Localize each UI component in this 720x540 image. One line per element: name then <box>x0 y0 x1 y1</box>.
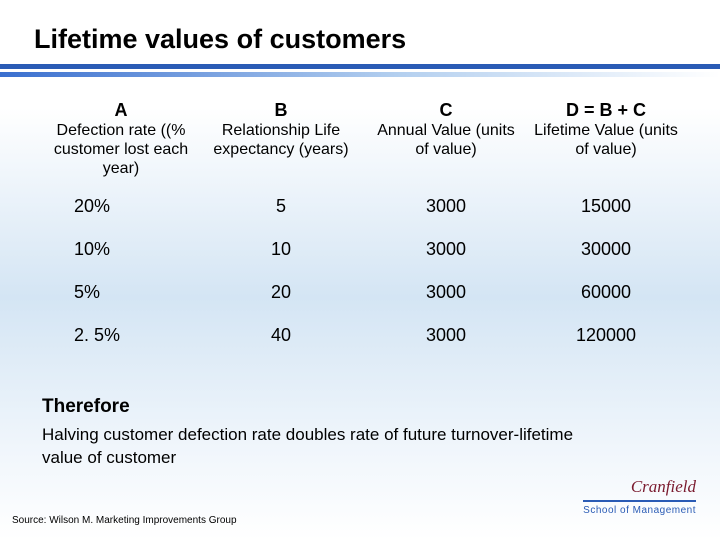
col-header-a: A Defection rate ((% customer lost each … <box>46 100 196 178</box>
cell: 3000 <box>366 196 526 217</box>
source-caption: Source: Wilson M. Marketing Improvements… <box>12 515 237 526</box>
cell: 3000 <box>366 282 526 303</box>
col-sub: Lifetime Value (units of value) <box>526 121 686 159</box>
cell: 5% <box>46 282 196 303</box>
cell: 3000 <box>366 239 526 260</box>
col-letter: A <box>46 100 196 121</box>
logo-sub-text: School of Management <box>583 500 696 516</box>
table-row: 10% 10 3000 30000 <box>46 239 686 260</box>
table-header-row: A Defection rate ((% customer lost each … <box>46 100 686 178</box>
conclusion-text: Halving customer defection rate doubles … <box>42 424 602 470</box>
table-row: 5% 20 3000 60000 <box>46 282 686 303</box>
cell: 120000 <box>526 325 686 346</box>
cell: 2. 5% <box>46 325 196 346</box>
table-row: 20% 5 3000 15000 <box>46 196 686 217</box>
cell: 20% <box>46 196 196 217</box>
cell: 40 <box>196 325 366 346</box>
logo-main-text: Cranfield <box>583 477 696 497</box>
table-row: 2. 5% 40 3000 120000 <box>46 325 686 346</box>
col-sub: Defection rate ((% customer lost each ye… <box>46 121 196 179</box>
cell: 10 <box>196 239 366 260</box>
cell: 3000 <box>366 325 526 346</box>
col-letter: C <box>366 100 526 121</box>
col-header-c: C Annual Value (units of value) <box>366 100 526 159</box>
title-rule <box>0 64 720 77</box>
col-header-b: B Relationship Life expectancy (years) <box>196 100 366 159</box>
therefore-label: Therefore <box>42 396 130 418</box>
cell: 5 <box>196 196 366 217</box>
cell: 10% <box>46 239 196 260</box>
cell: 30000 <box>526 239 686 260</box>
org-logo: Cranfield School of Management <box>583 477 696 516</box>
col-letter: D = B + C <box>526 100 686 121</box>
col-header-d: D = B + C Lifetime Value (units of value… <box>526 100 686 159</box>
slide-title: Lifetime values of customers <box>34 24 406 55</box>
data-table: A Defection rate ((% customer lost each … <box>46 100 686 368</box>
cell: 20 <box>196 282 366 303</box>
cell: 60000 <box>526 282 686 303</box>
col-letter: B <box>196 100 366 121</box>
col-sub: Annual Value (units of value) <box>366 121 526 159</box>
cell: 15000 <box>526 196 686 217</box>
col-sub: Relationship Life expectancy (years) <box>196 121 366 159</box>
